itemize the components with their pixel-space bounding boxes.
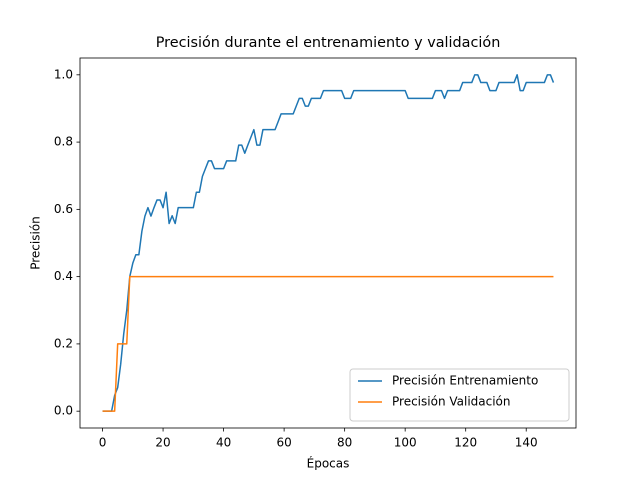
y-tick-label: 0.6 [54,202,73,216]
x-tick-label: 80 [337,436,352,450]
axes-frame [79,57,577,429]
x-tick-label: 140 [515,436,538,450]
x-tick-label: 0 [99,436,107,450]
legend-label: Precisión Validación [392,395,511,409]
x-tick-label: 20 [155,436,170,450]
y-tick-label: 0.4 [54,269,73,283]
chart-title: Precisión durante el entrenamiento y val… [156,35,501,51]
x-tick-label: 60 [276,436,291,450]
y-tick-label: 1.0 [54,67,73,81]
y-axis-label: Precisión [29,216,43,270]
data-line [102,275,554,412]
y-tick-label: 0.2 [54,336,73,350]
x-axis-label: Épocas [307,456,350,471]
x-tick-label: 40 [216,436,231,450]
legend-label: Precisión Entrenamiento [392,374,538,388]
legend-box [349,368,570,422]
y-tick-label: 0.8 [54,135,73,149]
y-tick-label: 0.0 [54,404,73,418]
data-line [102,74,555,412]
x-tick-label: 100 [394,436,417,450]
x-tick-label: 120 [454,436,477,450]
